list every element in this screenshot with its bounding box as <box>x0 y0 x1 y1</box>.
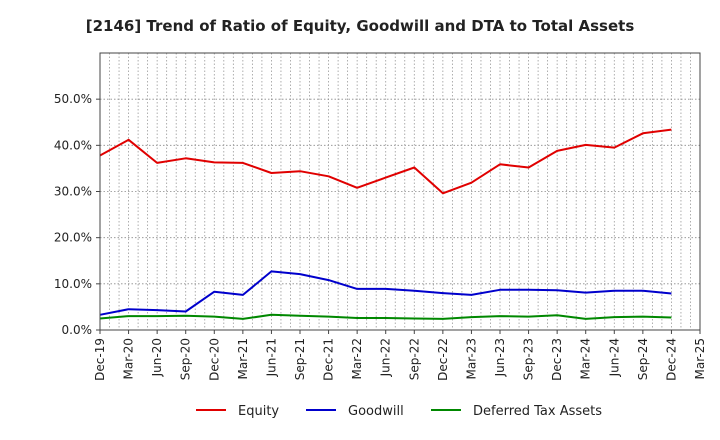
y-tick-label: 10.0% <box>54 277 92 291</box>
x-tick-label: Dec-23 <box>550 338 564 381</box>
x-tick-label: Jun-22 <box>379 338 393 377</box>
x-tick-label: Dec-20 <box>207 338 221 381</box>
x-tick-label: Jun-23 <box>493 338 507 377</box>
grid-lines <box>100 53 700 330</box>
y-tick-label: 50.0% <box>54 92 92 106</box>
x-tick-label: Sep-23 <box>522 338 536 380</box>
legend-label-deferred-tax-assets: Deferred Tax Assets <box>473 404 602 419</box>
series-line-equity <box>99 128 672 195</box>
x-tick-label: Jun-21 <box>264 338 278 377</box>
plot-area <box>100 53 700 330</box>
legend: Equity Goodwill Deferred Tax Assets <box>196 404 602 419</box>
y-tick-label: 0.0% <box>62 323 93 337</box>
x-tick-label: Mar-22 <box>350 338 364 379</box>
x-tick-label: Dec-24 <box>664 338 678 381</box>
series-layer <box>99 128 672 320</box>
x-tick-label: Jun-20 <box>150 338 164 377</box>
y-tick-label: 20.0% <box>54 231 92 245</box>
series-line-deferred-tax-assets <box>99 313 672 320</box>
x-tick-label: Dec-21 <box>322 338 336 381</box>
legend-label-equity: Equity <box>238 404 279 419</box>
y-axis: 0.0% 10.0% 20.0% 30.0% 40.0% 50.0% <box>54 92 100 337</box>
x-tick-label: Mar-23 <box>464 338 478 379</box>
x-tick-label: Sep-24 <box>636 338 650 380</box>
x-tick-label: Mar-21 <box>236 338 250 379</box>
series-line-goodwill <box>99 270 672 316</box>
x-tick-label: Dec-19 <box>93 338 107 381</box>
x-tick-label: Jun-24 <box>607 338 621 377</box>
chart-title: [2146] Trend of Ratio of Equity, Goodwil… <box>86 17 635 35</box>
x-tick-label: Mar-20 <box>122 338 136 379</box>
x-axis: Dec-19 Mar-20 Jun-20 Sep-20 Dec-20 Mar-21 Jun-… <box>93 330 707 381</box>
x-tick-label: Dec-22 <box>436 338 450 381</box>
y-tick-label: 40.0% <box>54 138 92 152</box>
x-tick-label: Sep-20 <box>179 338 193 380</box>
x-tick-label: Mar-24 <box>579 338 593 379</box>
x-tick-label: Mar-25 <box>693 338 707 379</box>
x-tick-label: Sep-21 <box>293 338 307 380</box>
x-tick-label: Sep-22 <box>407 338 421 380</box>
legend-label-goodwill: Goodwill <box>348 404 404 419</box>
y-tick-label: 30.0% <box>54 185 92 199</box>
